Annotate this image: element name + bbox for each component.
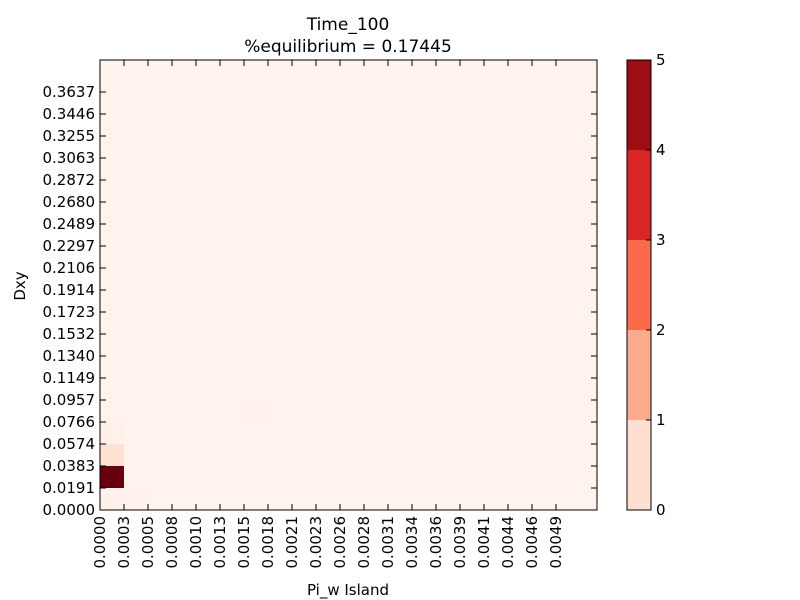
heatmap-cell	[124, 488, 148, 510]
x-tick-label: 0.0008	[163, 516, 181, 569]
heatmap-cell	[100, 488, 124, 510]
x-tick-label: 0.0018	[259, 516, 277, 569]
x-tick-label: 0.0036	[427, 516, 445, 569]
y-tick-label: 0.3255	[43, 127, 96, 145]
y-tick-label: 0.0574	[43, 435, 96, 453]
y-tick-label: 0.2489	[43, 215, 96, 233]
y-tick-label: 0.1914	[43, 281, 96, 299]
x-tick-label: 0.0003	[115, 516, 133, 569]
colorbar-level	[627, 150, 651, 240]
y-axis: 0.0000 0.0191 0.0383 0.0574 0.0766 0.0957 0.11…	[43, 83, 597, 519]
x-tick-label: 0.0013	[211, 516, 229, 569]
x-tick-label: 0.0049	[547, 516, 565, 569]
colorbar-level	[627, 60, 651, 150]
y-tick-label: 0.3637	[43, 83, 96, 101]
colorbar-level	[627, 330, 651, 420]
colorbar-tick-label: 4	[656, 141, 666, 159]
y-tick-label: 0.0766	[43, 413, 96, 431]
y-tick-label: 0.0383	[43, 457, 96, 475]
chart-title: Time_100	[306, 15, 390, 35]
heatmap-cell	[100, 444, 124, 466]
x-tick-label: 0.0044	[499, 516, 517, 569]
x-tick-label: 0.0000	[91, 516, 109, 569]
heatmap-cell	[244, 400, 268, 422]
x-tick-label: 0.0015	[235, 516, 253, 569]
y-tick-label: 0.0957	[43, 391, 96, 409]
x-tick-label: 0.0021	[283, 516, 301, 569]
y-tick-label: 0.3063	[43, 149, 96, 167]
x-tick-label: 0.0026	[331, 516, 349, 569]
x-tick-label: 0.0031	[379, 516, 397, 569]
y-axis-label: Dxy	[11, 271, 29, 300]
colorbar-frame	[626, 59, 652, 511]
x-tick-label: 0.0039	[451, 516, 469, 569]
x-tick-label: 0.0010	[187, 516, 205, 569]
colorbar-tick-label: 1	[656, 411, 666, 429]
y-tick-label: 0.1723	[43, 303, 96, 321]
x-tick-label: 0.0046	[523, 516, 541, 569]
x-axis: 0.0000 0.0003 0.0005 0.0008 0.0010 0.0013 0.00…	[91, 60, 565, 569]
heatmap-cells	[100, 60, 597, 510]
y-tick-label: 0.3446	[43, 105, 96, 123]
y-tick-label: 0.2872	[43, 171, 96, 189]
x-tick-label: 0.0005	[139, 516, 157, 569]
heatmap-cell	[100, 422, 124, 444]
heatmap-background	[100, 60, 597, 510]
x-tick-label: 0.0034	[403, 516, 421, 569]
colorbar-level	[627, 240, 651, 330]
y-tick-label: 0.0000	[43, 501, 96, 519]
x-tick-label: 0.0028	[355, 516, 373, 569]
y-tick-label: 0.2680	[43, 193, 96, 211]
colorbar: 0 1 2 3 4 5	[626, 51, 666, 519]
colorbar-tick-label: 0	[656, 501, 666, 519]
y-tick-label: 0.2106	[43, 259, 96, 277]
colorbar-tick-label: 2	[656, 321, 666, 339]
colorbar-level	[627, 420, 651, 510]
y-tick-label: 0.0191	[43, 479, 96, 497]
plot-frame	[99, 59, 598, 511]
colorbar-tick-label: 5	[656, 51, 666, 69]
y-tick-label: 0.1532	[43, 325, 96, 343]
y-tick-label: 0.1149	[43, 369, 96, 387]
y-tick-label: 0.2297	[43, 237, 96, 255]
x-tick-label: 0.0023	[307, 516, 325, 569]
colorbar-tick-label: 3	[656, 231, 666, 249]
heatmap-cell	[100, 466, 124, 488]
x-axis-label: Pi_w Island	[307, 581, 389, 600]
chart-subtitle: %equilibrium = 0.17445	[244, 37, 452, 57]
y-tick-label: 0.1340	[43, 347, 96, 365]
x-tick-label: 0.0041	[475, 516, 493, 569]
